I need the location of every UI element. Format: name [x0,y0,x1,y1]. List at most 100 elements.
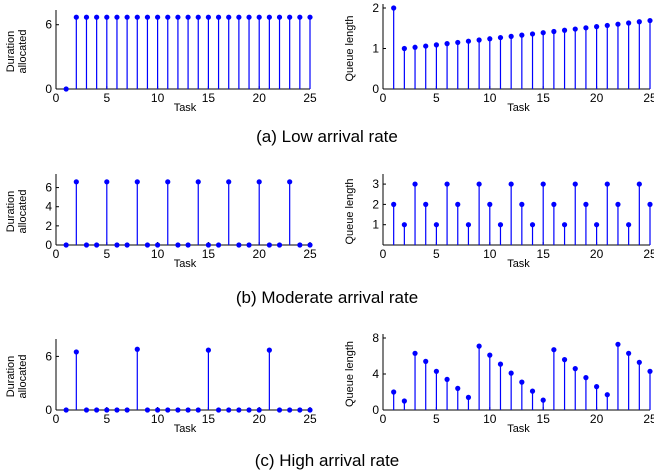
stem-marker [626,222,632,228]
x-tick-label: 0 [380,412,387,426]
stem-marker [508,370,514,376]
y-tick-label: 6 [45,349,52,363]
stem-marker [276,407,283,413]
stem-marker [497,222,504,228]
stem-marker [236,407,242,413]
y-tick-label: 0 [45,82,52,96]
x-tick-label: 5 [103,247,110,261]
stem-marker [236,14,242,20]
stem-marker [626,20,632,26]
stem-marker [561,27,568,33]
stem-marker [226,14,232,20]
stem-marker [205,242,211,248]
stem-marker [551,28,557,35]
stem-marker [572,26,578,32]
x-tick-label: 25 [303,91,317,105]
stem-marker [73,14,79,20]
stem-marker [144,407,151,413]
stem-marker [519,201,525,207]
stem-marker [604,22,610,29]
stem-marker [529,31,536,37]
x-tick-label: 25 [643,91,654,105]
stem-marker [572,366,578,372]
stem-marker [266,242,272,248]
stem-marker [246,14,252,20]
stem-marker [195,407,201,413]
stem-marker [529,222,536,228]
stem-marker [465,394,472,400]
stem-marker [63,407,69,413]
x-tick-label: 5 [433,91,440,105]
stem-marker [391,201,397,207]
x-axis-label: Task [507,102,530,114]
stem-marker [205,14,211,20]
stem-marker [205,347,211,353]
stem-marker [73,179,79,185]
stem-marker [551,201,557,207]
stem-marker [444,41,450,47]
stem-marker [144,14,151,20]
stem-marker [487,36,493,42]
x-tick-label: 10 [151,91,165,105]
stem-marker [433,222,439,228]
y-tick-label: 2 [45,219,52,233]
y-axis-label: Queue length [344,15,356,81]
stem-marker [104,179,110,185]
stem-marker [508,181,514,187]
x-tick-label: 15 [537,91,551,105]
stem-marker [307,14,313,20]
stem-marker [266,14,272,20]
x-tick-label: 15 [202,91,216,105]
stem-marker [165,179,171,185]
stem-marker [487,201,493,207]
stem-marker [114,242,120,248]
stem-marker [307,242,313,248]
stem-marker [124,14,130,20]
plot-a-duration-allocated: 0 5 10 15 20 25 0 6 Task Duration allocated [5,10,317,114]
stem-marker [155,407,161,413]
x-tick-label: 25 [303,247,317,261]
stem-marker [583,25,589,31]
x-tick-label: 0 [53,412,60,426]
stem-marker [401,45,407,52]
stem-marker [594,24,600,30]
stem-marker [287,14,293,20]
caption-a: (a) Low arrival rate [256,127,398,146]
stem-marker [626,350,632,356]
stem-marker [561,222,568,228]
x-tick-label: 10 [151,412,165,426]
x-tick-label: 5 [103,412,110,426]
x-tick-label: 0 [380,91,387,105]
stem-marker [497,34,504,41]
stem-marker [423,43,429,49]
stem-marker [215,407,222,413]
x-tick-label: 15 [537,247,551,261]
stem-marker [615,341,621,347]
stem-marker [83,407,90,413]
x-tick-label: 25 [643,247,654,261]
stem-marker [604,181,610,187]
stem-marker [487,352,493,358]
stem-marker [476,343,482,349]
stem-marker [297,14,303,20]
stem-marker [476,37,482,43]
x-tick-label: 5 [433,412,440,426]
y-axis-label: Queue length [344,341,356,407]
stem-marker [94,14,100,20]
stem-marker [276,14,283,20]
x-tick-label: 10 [483,91,497,105]
stem-marker [63,86,69,92]
stem-marker [236,242,242,248]
stem-marker [444,181,450,187]
stem-marker [73,349,79,355]
x-tick-label: 15 [537,412,551,426]
y-axis-label: allocated [17,354,29,398]
stem-marker [540,181,546,187]
stem-marker [195,179,201,185]
stem-marker [412,181,418,187]
x-axis-label: Task [174,102,197,114]
y-tick-label: 1 [372,218,379,232]
stem-marker [391,389,397,395]
stem-marker [256,14,262,20]
